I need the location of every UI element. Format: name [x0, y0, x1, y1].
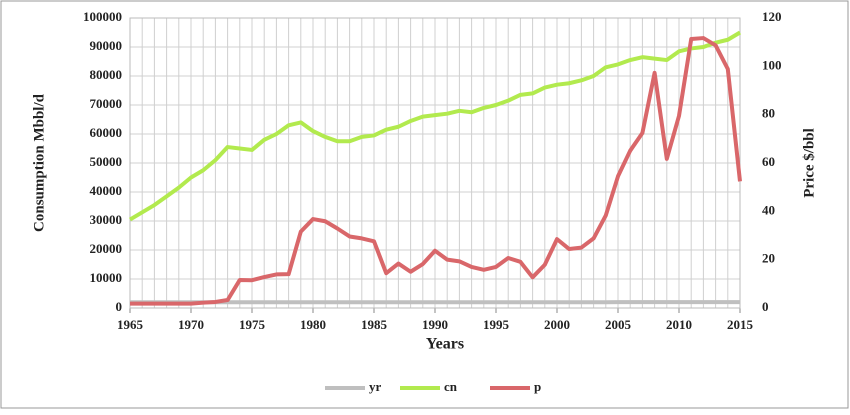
y-tick-label: 30000: [90, 212, 123, 227]
y-tick-label: 90000: [90, 38, 123, 53]
y-tick-label: 0: [116, 299, 123, 314]
x-axis-label: Years: [426, 336, 464, 353]
legend-label: yr: [369, 379, 382, 394]
x-tick-label: 2005: [605, 317, 632, 332]
x-tick-label: 1970: [178, 317, 204, 332]
y2-tick-label: 80: [762, 106, 775, 121]
y2-tick-label: 60: [762, 154, 775, 169]
y-tick-label: 70000: [90, 96, 123, 111]
y-tick-label: 10000: [90, 270, 123, 285]
x-tick-label: 1965: [117, 317, 144, 332]
x-tick-label: 1990: [422, 317, 448, 332]
y2-tick-label: 100: [762, 57, 782, 72]
x-tick-label: 1975: [239, 317, 266, 332]
y-tick-label: 20000: [90, 241, 123, 256]
x-tick-label: 1995: [483, 317, 510, 332]
y-tick-label: 50000: [90, 154, 123, 169]
y2-axis-label: Price $/bbl: [801, 128, 817, 198]
y-tick-label: 40000: [90, 183, 123, 198]
x-tick-label: 1980: [300, 317, 326, 332]
y2-tick-label: 40: [762, 202, 775, 217]
y-tick-label: 100000: [83, 9, 122, 24]
frame: [1, 1, 848, 408]
y2-tick-label: 0: [762, 299, 769, 314]
y-tick-label: 60000: [90, 125, 123, 140]
x-tick-label: 1985: [361, 317, 388, 332]
legend-label: p: [534, 379, 541, 394]
x-tick-label: 2000: [544, 317, 570, 332]
y-tick-label: 80000: [90, 67, 123, 82]
y2-tick-label: 20: [762, 251, 775, 266]
y-axis-label: Consumption Mbbl/d: [31, 93, 47, 232]
x-tick-label: 2015: [727, 317, 754, 332]
x-tick-label: 2010: [666, 317, 692, 332]
y2-tick-label: 120: [762, 9, 782, 24]
legend-label: cn: [444, 379, 458, 394]
